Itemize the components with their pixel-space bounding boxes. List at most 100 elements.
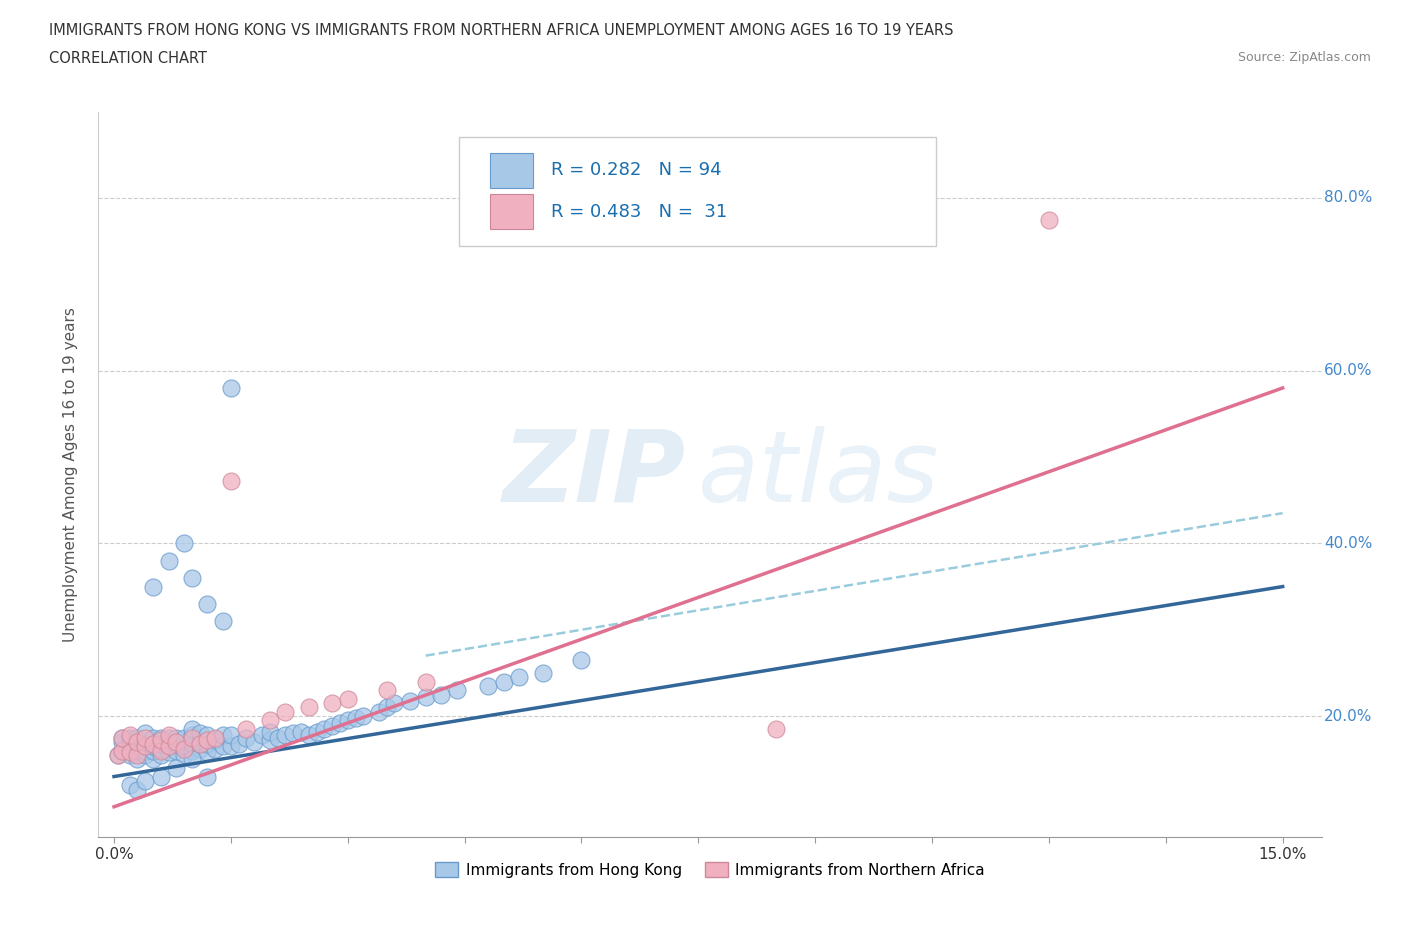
Point: [352, 709, 374, 724]
Point: [127, 735, 149, 750]
Point: [180, 727, 202, 742]
Point: [321, 696, 343, 711]
Point: [157, 553, 180, 568]
Point: [118, 777, 141, 792]
Point: [204, 730, 226, 745]
Text: R = 0.483   N =  31: R = 0.483 N = 31: [551, 203, 727, 220]
Legend: Immigrants from Hong Kong, Immigrants from Northern Africa: Immigrants from Hong Kong, Immigrants fr…: [429, 856, 991, 884]
Point: [127, 738, 149, 753]
Point: [142, 579, 165, 594]
Text: 20.0%: 20.0%: [1324, 709, 1372, 724]
Point: [430, 687, 453, 702]
Point: [188, 737, 211, 751]
FancyBboxPatch shape: [489, 153, 533, 188]
Point: [531, 666, 554, 681]
Point: [127, 743, 149, 758]
Text: Source: ZipAtlas.com: Source: ZipAtlas.com: [1237, 51, 1371, 64]
Point: [142, 730, 165, 745]
Point: [243, 735, 266, 750]
Point: [274, 704, 297, 719]
Point: [111, 730, 134, 745]
Point: [415, 674, 437, 689]
Point: [111, 743, 134, 758]
Point: [157, 738, 180, 753]
Point: [321, 719, 343, 734]
Point: [266, 730, 288, 745]
Point: [180, 722, 202, 737]
Text: IMMIGRANTS FROM HONG KONG VS IMMIGRANTS FROM NORTHERN AFRICA UNEMPLOYMENT AMONG : IMMIGRANTS FROM HONG KONG VS IMMIGRANTS …: [49, 23, 953, 38]
Text: ZIP: ZIP: [502, 426, 686, 523]
Point: [173, 741, 195, 756]
Point: [188, 741, 211, 756]
Point: [219, 473, 242, 488]
Text: R = 0.282   N = 94: R = 0.282 N = 94: [551, 162, 721, 179]
Point: [107, 748, 129, 763]
Point: [142, 738, 165, 753]
Point: [375, 700, 398, 715]
Point: [212, 614, 235, 629]
Point: [149, 741, 172, 756]
Point: [477, 679, 499, 694]
Point: [149, 737, 172, 751]
Point: [118, 730, 141, 745]
Point: [165, 743, 187, 758]
Point: [127, 751, 149, 766]
Point: [165, 737, 187, 751]
Point: [329, 715, 352, 730]
Point: [1038, 212, 1060, 227]
Text: 40.0%: 40.0%: [1324, 536, 1372, 551]
Point: [173, 738, 195, 753]
Point: [111, 730, 134, 745]
Point: [127, 748, 149, 763]
Point: [118, 738, 141, 753]
Point: [765, 722, 787, 737]
Point: [212, 727, 235, 742]
Text: atlas: atlas: [697, 426, 939, 523]
Point: [134, 774, 156, 789]
FancyBboxPatch shape: [460, 137, 936, 246]
Point: [508, 670, 530, 684]
Point: [134, 738, 156, 753]
Point: [259, 724, 281, 739]
Point: [399, 693, 422, 708]
Point: [111, 743, 134, 758]
Point: [165, 735, 187, 750]
Point: [118, 727, 141, 742]
Point: [384, 696, 406, 711]
Point: [336, 691, 359, 706]
Point: [571, 653, 593, 668]
Point: [290, 724, 312, 739]
Point: [107, 748, 129, 763]
Point: [142, 737, 165, 751]
Point: [134, 730, 156, 745]
Point: [157, 727, 180, 742]
Point: [446, 683, 468, 698]
Point: [118, 745, 141, 760]
Point: [197, 737, 219, 751]
Point: [134, 748, 156, 763]
Point: [250, 727, 273, 742]
Point: [134, 726, 156, 741]
Point: [336, 713, 359, 728]
Point: [165, 761, 187, 776]
Point: [149, 748, 172, 763]
Point: [149, 733, 172, 748]
Point: [219, 738, 242, 753]
Point: [283, 726, 305, 741]
Point: [298, 700, 321, 715]
Point: [259, 713, 281, 728]
Point: [228, 737, 250, 751]
Point: [180, 751, 202, 766]
Point: [157, 738, 180, 753]
Point: [149, 769, 172, 784]
Point: [235, 730, 257, 745]
Point: [149, 730, 172, 745]
Text: 60.0%: 60.0%: [1324, 364, 1372, 379]
Text: 80.0%: 80.0%: [1324, 191, 1372, 206]
Point: [219, 380, 242, 395]
Text: CORRELATION CHART: CORRELATION CHART: [49, 51, 207, 66]
Point: [149, 743, 172, 758]
Point: [118, 735, 141, 750]
Point: [197, 733, 219, 748]
Point: [204, 733, 226, 748]
